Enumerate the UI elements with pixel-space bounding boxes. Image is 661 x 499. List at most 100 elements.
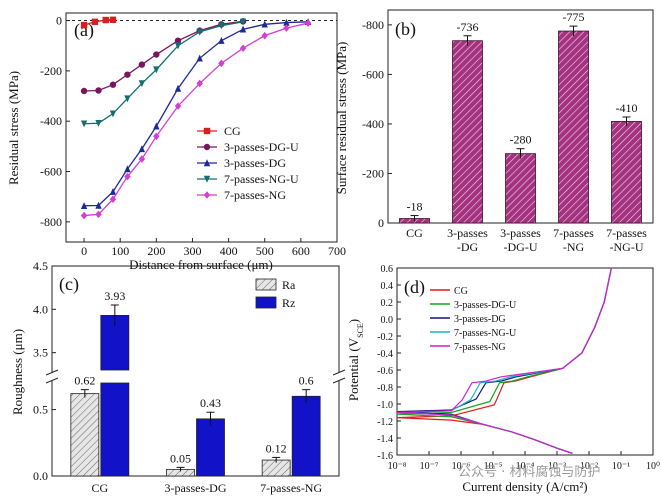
x-tick-label-d: 10⁰ <box>646 461 660 472</box>
polarization-curve-d <box>396 267 612 454</box>
bar-value-label-c: 0.62 <box>74 374 95 388</box>
y-tick-label-a: -800 <box>40 215 62 229</box>
data-point-a <box>91 18 99 26</box>
series-line-a <box>84 21 244 125</box>
axis-break-mark <box>332 377 346 384</box>
polarization-curve-d <box>396 267 612 454</box>
data-point-a <box>80 87 88 95</box>
axis-break-gap <box>47 372 57 381</box>
bar-c <box>70 393 100 477</box>
x-tick-label-c: 7-passes-NG <box>260 481 322 495</box>
y-tick-label-a: -200 <box>40 64 62 78</box>
x-tick-label-a: 200 <box>147 244 165 258</box>
legend-marker-a <box>203 159 211 167</box>
x-tick-label-a: 400 <box>220 244 238 258</box>
y-tick-label-a: 0 <box>56 14 62 28</box>
y-tick-label-d: 0.4 <box>381 281 394 292</box>
x-axis-label-a: Distance from surface (μm) <box>129 257 273 272</box>
y-tick-label-d: 0.0 <box>381 315 394 326</box>
polarization-curve-d <box>396 267 612 454</box>
legend-label-a: 3-passes-DG <box>224 156 286 170</box>
bar-value-label-b: -280 <box>510 133 532 147</box>
legend-label-d: 3-passes-DG <box>454 314 506 325</box>
data-point-a <box>283 24 290 32</box>
x-tick-label-d: 10⁻² <box>580 461 598 472</box>
y-tick-label-b: -600 <box>362 67 384 81</box>
legend-label-a: 3-passes-DG-U <box>224 140 299 154</box>
data-point-a <box>102 16 109 24</box>
bar-value-label-c: 3.93 <box>104 289 125 303</box>
data-point-a <box>124 95 131 103</box>
x-tick-label-d: 10⁻⁷ <box>420 461 439 472</box>
data-point-a <box>174 84 182 92</box>
data-point-a <box>261 20 268 28</box>
plot-frame-a <box>65 12 338 243</box>
x-tick-label-d: 10⁻⁶ <box>452 461 471 472</box>
legend-swatch-c <box>255 278 277 291</box>
data-point-a <box>138 155 146 163</box>
bar-value-label-b: -18 <box>407 200 423 214</box>
bar-b <box>558 30 589 224</box>
y-tick-label-b: -400 <box>362 117 384 131</box>
bar-value-label-b: -410 <box>616 101 638 115</box>
bar-value-label-b: -736 <box>457 20 479 34</box>
polarization-curve-d <box>396 267 612 454</box>
x-tick-label-b: CG <box>406 226 423 240</box>
watermark-text: 公众号 · 材料腐蚀与防护 <box>458 464 600 480</box>
plot-frame-d <box>396 267 654 456</box>
bar-c <box>291 395 321 477</box>
data-point-a <box>95 87 102 94</box>
bar-c <box>196 418 225 477</box>
x-axis-label-d: Current density (A/cm²) <box>462 479 587 494</box>
data-point-a <box>95 210 102 219</box>
x-tick-label-b: 3-passes <box>447 226 488 240</box>
data-point-a <box>109 81 117 88</box>
y-tick-label-b: -200 <box>362 166 384 180</box>
x-tick-label-b: -DG <box>457 240 479 254</box>
legend-label-d: 7-passes-NG-U <box>454 328 517 339</box>
legend-label-a: 7-passes-NG-U <box>224 172 299 186</box>
series-line-a <box>83 19 113 26</box>
x-tick-label-b: 3-passes <box>500 226 541 240</box>
x-tick-label-b: -NG <box>563 240 585 254</box>
data-point-a <box>109 187 117 195</box>
x-tick-label-c: CG <box>91 481 108 495</box>
panel-b: (b) 0-200-400-600-800 -18CG-7363-passes-… <box>334 9 654 254</box>
x-tick-label-a: 700 <box>328 244 346 258</box>
panel-label-d: (d) <box>404 277 425 298</box>
y-tick-label-d: -0.2 <box>377 332 393 343</box>
y-tick-label-a: -400 <box>40 114 62 128</box>
polarization-curve-d <box>396 267 612 454</box>
data-point-a <box>174 42 182 50</box>
x-tick-label-b: -DG-U <box>504 240 538 254</box>
data-point-a <box>138 61 146 68</box>
x-tick-label-c: 3-passes-DG <box>165 481 227 495</box>
x-tick-label-d: 10⁻³ <box>548 461 566 472</box>
y-tick-label-d: -0.6 <box>377 366 393 377</box>
bar-b <box>452 40 483 224</box>
y-tick-label-d: -0.8 <box>377 383 393 394</box>
legend-marker-a <box>203 143 211 151</box>
legend-label-d: 3-passes-DG-U <box>454 300 517 311</box>
data-point-a <box>109 195 117 204</box>
axis-break-mark <box>45 369 59 376</box>
data-point-a <box>153 122 160 130</box>
y-tick-label-b: 0 <box>378 216 384 230</box>
series-line-a <box>84 20 244 92</box>
bar-b <box>611 121 642 224</box>
bar-b <box>505 153 536 224</box>
axis-break-mark <box>332 369 346 376</box>
y-axis-label-c: Roughness (μm) <box>10 329 25 415</box>
legend-label-a: 7-passes-NG <box>224 188 286 202</box>
data-point-a <box>153 51 160 58</box>
x-tick-label-a: 500 <box>256 244 274 258</box>
data-point-a <box>124 172 131 181</box>
axis-break-gap <box>334 372 344 381</box>
data-point-a <box>239 25 247 33</box>
data-point-a <box>80 120 88 128</box>
data-point-a <box>124 165 131 173</box>
data-point-a <box>218 36 225 44</box>
y-tick-label-c: 4.5 <box>33 259 48 273</box>
bar-value-label-c: 0.6 <box>299 374 314 388</box>
